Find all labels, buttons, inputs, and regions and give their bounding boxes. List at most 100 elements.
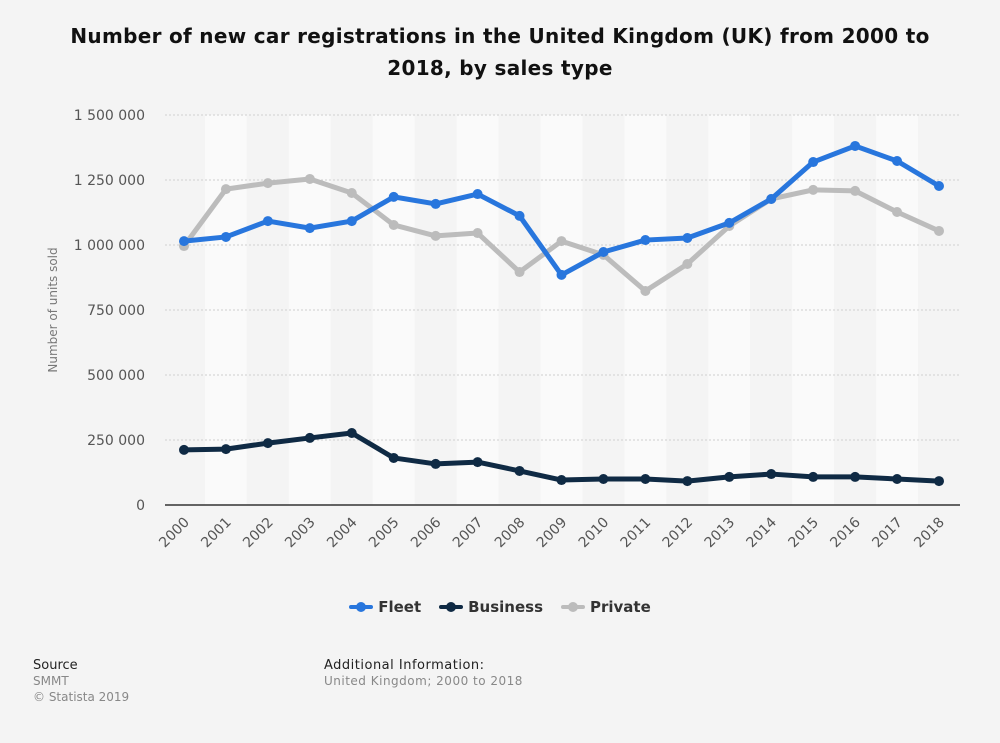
legend-swatch-icon [561, 602, 585, 612]
data-point-fleet [220, 231, 231, 242]
data-point-fleet [388, 191, 399, 202]
x-tick-label: 2005 [366, 515, 403, 552]
x-tick-label: 2000 [156, 515, 193, 552]
x-tick-label: 2003 [282, 515, 319, 552]
y-tick-label: 1 250 000 [74, 173, 145, 189]
x-tick-label: 2006 [408, 514, 445, 551]
data-point-fleet [808, 157, 819, 168]
legend-swatch-icon [439, 602, 464, 612]
data-point-business [262, 438, 273, 449]
data-point-business [724, 471, 735, 482]
data-point-fleet [514, 210, 525, 221]
data-point-private [808, 184, 819, 195]
data-point-business [514, 465, 525, 476]
additional-heading: Additional Information: [324, 658, 485, 673]
y-axis-label: Number of units sold [46, 247, 60, 372]
source-value: SMMT [33, 674, 69, 688]
data-point-business [346, 427, 357, 438]
legend-item-private[interactable]: Private [561, 598, 651, 616]
x-tick-label: 2010 [576, 515, 613, 552]
y-tick-label: 750 000 [87, 303, 145, 319]
y-tick-label: 1 500 000 [74, 108, 145, 124]
legend-label: Fleet [378, 598, 422, 616]
x-tick-label: 2013 [702, 515, 739, 552]
data-point-fleet [598, 247, 609, 258]
copyright: © Statista 2019 [33, 690, 130, 704]
data-point-private [262, 178, 273, 189]
data-point-private [430, 230, 441, 241]
additional-value: United Kingdom; 2000 to 2018 [324, 674, 523, 688]
x-tick-label: 2008 [492, 515, 529, 552]
data-point-business [682, 476, 693, 487]
x-tick-label: 2002 [240, 515, 277, 552]
data-point-private [892, 206, 903, 217]
data-point-business [598, 474, 609, 484]
data-point-fleet [766, 193, 777, 204]
x-tick-label: 2014 [744, 514, 781, 551]
data-point-business [766, 469, 777, 480]
x-tick-label: 2012 [660, 515, 697, 552]
legend-item-business[interactable]: Business [439, 598, 543, 616]
y-tick-label: 0 [136, 498, 145, 514]
data-point-fleet [262, 216, 273, 227]
chart-title: Number of new car registrations in the U… [70, 24, 930, 80]
legend-swatch-icon [349, 602, 374, 612]
data-point-business [640, 474, 651, 484]
data-point-fleet [640, 235, 651, 246]
data-point-fleet [724, 217, 735, 228]
legend-label: Business [468, 598, 543, 616]
data-point-fleet [892, 156, 903, 167]
data-point-business [220, 444, 231, 455]
data-point-fleet [682, 232, 693, 243]
x-tick-label: 2009 [534, 515, 571, 552]
data-point-fleet [179, 236, 189, 247]
data-point-business [808, 471, 819, 482]
data-point-business [430, 458, 441, 469]
y-tick-label: 500 000 [87, 368, 145, 384]
y-tick-label: 250 000 [87, 433, 145, 449]
data-point-business [556, 475, 567, 486]
additional-info-block: Additional Information: United Kingdom; … [324, 658, 523, 689]
x-tick-label: 2004 [324, 514, 361, 551]
x-tick-label: 2017 [869, 515, 906, 552]
data-point-business [934, 476, 944, 487]
x-tick-label: 2007 [450, 515, 487, 552]
legend: Fleet Business Private [0, 598, 1000, 616]
x-tick-label: 2011 [618, 515, 655, 552]
data-point-fleet [556, 269, 567, 280]
data-point-private [934, 225, 944, 236]
data-point-private [640, 286, 651, 297]
data-point-business [179, 444, 189, 455]
x-tick-label: 2015 [785, 515, 822, 552]
data-point-private [850, 185, 861, 196]
data-point-fleet [850, 140, 861, 151]
data-point-fleet [346, 216, 357, 227]
source-heading: Source [33, 658, 78, 673]
x-tick-label: 2016 [827, 514, 864, 551]
source-block: Source SMMT © Statista 2019 [33, 658, 129, 705]
data-point-private [556, 236, 567, 247]
legend-label: Private [590, 598, 651, 616]
data-point-private [220, 184, 231, 195]
data-point-business [472, 457, 483, 468]
data-point-fleet [934, 180, 944, 191]
data-point-private [304, 173, 315, 184]
data-point-business [850, 471, 861, 482]
data-point-business [304, 432, 315, 443]
y-tick-label: 1 000 000 [74, 238, 145, 254]
data-point-fleet [430, 198, 441, 209]
data-point-private [346, 188, 357, 198]
data-point-private [514, 267, 525, 278]
x-tick-label: 2018 [911, 515, 948, 552]
data-point-private [388, 219, 399, 230]
line-chart: 0 250 000 500 000 750 000 1 000 000 1 250 000… [46, 108, 960, 552]
data-point-business [892, 474, 903, 484]
data-point-private [682, 258, 693, 269]
data-point-private [472, 228, 483, 239]
data-point-fleet [472, 189, 483, 200]
data-point-business [388, 452, 399, 463]
x-tick-label: 2001 [198, 515, 235, 552]
legend-item-fleet[interactable]: Fleet [349, 598, 421, 616]
data-point-fleet [304, 223, 315, 234]
